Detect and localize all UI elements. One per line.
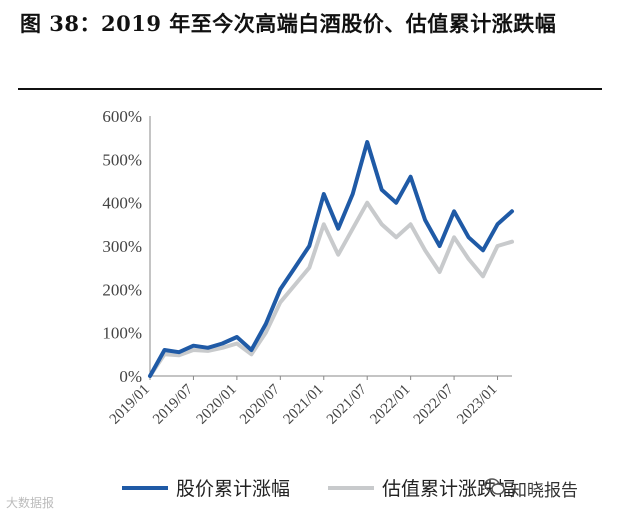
title-rule [18,88,602,90]
y-tick-label: 400% [102,194,142,213]
y-tick-label: 0% [119,367,142,386]
legend-label-0: 股价累计涨幅 [176,478,290,500]
series-line-1 [148,200,514,378]
series-lines [148,140,514,378]
x-tick-label: 2021/01 [281,382,327,428]
x-tick-label: 2023/01 [454,382,500,428]
x-tick-label: 2020/07 [237,381,283,427]
y-tick-label: 100% [102,324,142,343]
x-tick-label: 2022/07 [411,381,457,427]
x-tick-label: 2020/01 [194,382,240,428]
wechat-icon [484,478,505,495]
x-tick-labels: 2019/012019/072020/012020/072021/012021/… [107,376,500,428]
y-tick-label: 200% [102,280,142,299]
y-tick-labels: 0% 100% 200% 300% 400% 500% 600% [102,107,142,386]
y-tick-label: 300% [102,237,142,256]
figure-title: 图 38：2019 年至今次高端白酒股价、估值累计涨跌幅 [20,11,557,36]
x-tick-label: 2019/01 [107,382,153,428]
watermark-right: 知晓报告 [510,481,578,501]
y-tick-label: 600% [102,107,142,126]
x-tick-label: 2022/01 [367,382,413,428]
series-line-0 [148,140,514,378]
axes [149,116,512,377]
legend: 股价累计涨幅 估值累计涨跌幅 [122,478,515,500]
x-tick-label: 2019/07 [150,381,196,427]
watermark-left: 大数据报 [6,496,55,510]
x-tick-label: 2021/07 [324,381,370,427]
legend-label-1: 估值累计涨跌幅 [382,478,515,500]
y-tick-label: 500% [102,150,142,169]
